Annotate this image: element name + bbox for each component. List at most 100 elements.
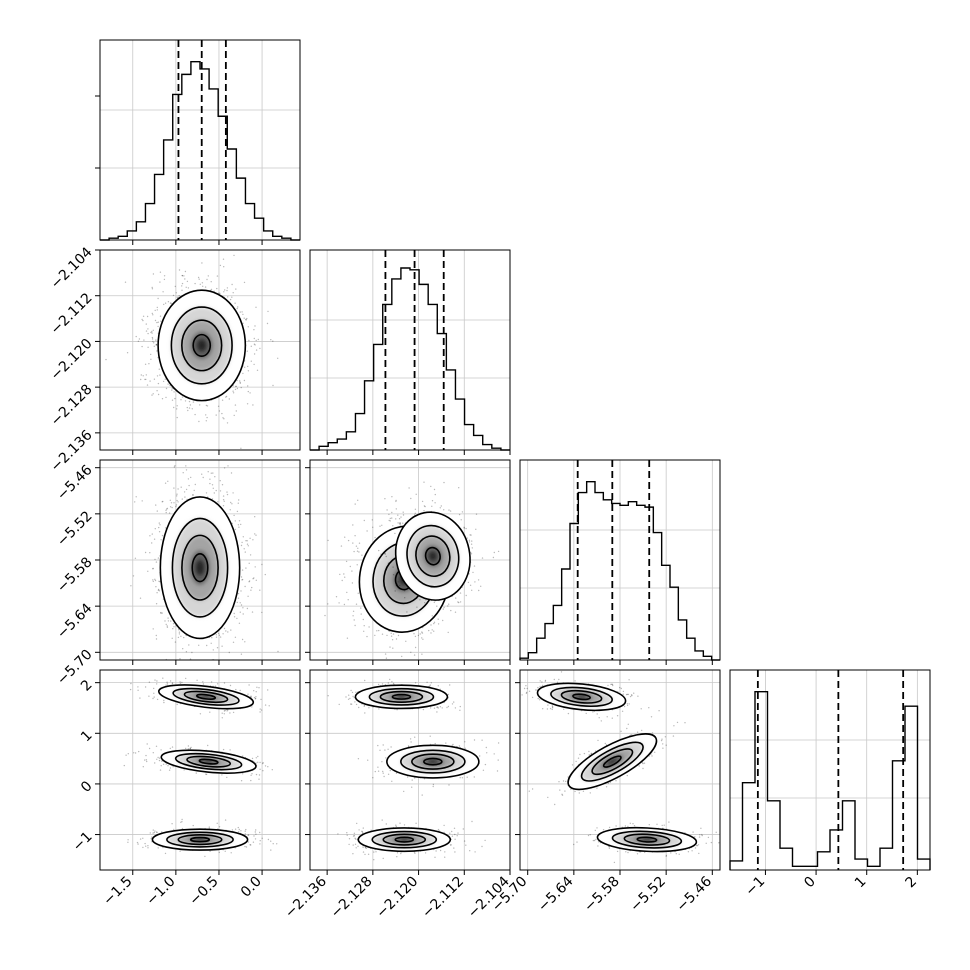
y-tick-labels-param-4: −1 0 1 2 bbox=[70, 677, 96, 855]
contour bbox=[636, 836, 658, 843]
x-tick-labels-param-3: −5.70 −5.64 −5.58 −5.52 −5.46 bbox=[489, 873, 715, 915]
contour bbox=[596, 826, 698, 853]
x-tick-label: −2.136 bbox=[282, 873, 330, 921]
contour bbox=[391, 693, 412, 700]
contour bbox=[415, 535, 451, 578]
contour bbox=[172, 687, 240, 706]
x-tick-labels-param-4: −1 0 1 2 bbox=[742, 874, 920, 900]
contour bbox=[371, 830, 438, 849]
contour bbox=[195, 693, 217, 700]
contour bbox=[423, 757, 443, 766]
contour bbox=[354, 684, 449, 710]
panel-4-1-cluster-2 bbox=[123, 743, 273, 782]
y-tick-label: 2 bbox=[78, 677, 96, 695]
y-tick-label: −2.120 bbox=[48, 336, 96, 384]
panel-4-2-cluster-1 bbox=[327, 678, 461, 714]
x-tick-label: 1 bbox=[852, 874, 870, 892]
x-tick-label: −2.128 bbox=[328, 874, 376, 922]
contour bbox=[159, 496, 241, 640]
y-tick-labels-param-3: −5.70−5.64−5.58−5.52−5.46 bbox=[54, 462, 96, 688]
panel-2-1-density bbox=[105, 254, 279, 449]
contour bbox=[550, 686, 613, 708]
histogram-steps bbox=[310, 267, 510, 451]
y-tick-labels-param-2: −2.136−2.128−2.120−2.112−2.104 bbox=[48, 244, 96, 475]
panel-3-1-density bbox=[130, 465, 279, 660]
y-tick-label: −2.128 bbox=[48, 381, 96, 429]
contour bbox=[177, 834, 223, 846]
x-tick-label: −5.64 bbox=[535, 873, 577, 915]
histogram-frame-1 bbox=[99, 39, 301, 241]
contour bbox=[157, 684, 255, 710]
contour bbox=[567, 733, 658, 791]
contour bbox=[591, 748, 634, 776]
x-tick-label: −5.52 bbox=[627, 874, 669, 916]
contour bbox=[186, 755, 232, 768]
contour bbox=[386, 744, 480, 779]
contour bbox=[170, 306, 233, 385]
contour bbox=[166, 831, 234, 848]
histogram-grid-2 bbox=[310, 250, 511, 450]
contour bbox=[400, 749, 466, 774]
histogram-grid-3 bbox=[520, 460, 720, 660]
histogram-param-4 bbox=[729, 670, 931, 870]
panel-frame-4-1 bbox=[99, 669, 301, 871]
x-tick-label: 0.0 bbox=[238, 874, 265, 901]
contour bbox=[623, 833, 671, 846]
contour bbox=[174, 752, 243, 771]
x-tick-label: −5.46 bbox=[673, 873, 715, 915]
panel-4-1-cluster-3 bbox=[127, 818, 278, 858]
histogram-frame-4 bbox=[729, 669, 931, 871]
histogram-steps bbox=[100, 60, 300, 241]
contour bbox=[536, 682, 627, 712]
panel-4-3-cluster-3 bbox=[573, 821, 720, 864]
contour bbox=[394, 511, 471, 601]
x-tick-label: −5.58 bbox=[581, 874, 623, 916]
histogram-grid-1 bbox=[100, 40, 300, 240]
x-tick-label: 2 bbox=[903, 874, 921, 892]
y-tick-label: −5.64 bbox=[54, 600, 96, 642]
y-tick-label: 0 bbox=[78, 778, 96, 796]
histogram-steps bbox=[729, 690, 931, 870]
x-tick-label: −0.5 bbox=[186, 874, 221, 909]
x-tick-label: −1.5 bbox=[100, 874, 135, 909]
contour bbox=[394, 836, 415, 843]
x-tick-label: 0 bbox=[801, 874, 819, 892]
contour bbox=[198, 758, 219, 765]
contour bbox=[382, 833, 427, 846]
histogram-param-1 bbox=[100, 40, 300, 241]
y-tick-label: −5.52 bbox=[54, 508, 96, 550]
contour bbox=[611, 830, 683, 849]
contour bbox=[181, 319, 223, 372]
histogram-steps bbox=[519, 480, 720, 661]
contour bbox=[171, 517, 229, 618]
panel-4-1-cluster-1 bbox=[129, 677, 270, 719]
panel-4-3-cluster-1 bbox=[521, 671, 650, 722]
contour bbox=[602, 755, 622, 768]
x-tick-label: −1 bbox=[742, 874, 768, 900]
contour bbox=[183, 690, 229, 704]
panel-4-3-cluster-2 bbox=[528, 710, 686, 806]
contour bbox=[157, 289, 247, 402]
contour bbox=[191, 553, 209, 583]
y-tick-label: −5.70 bbox=[54, 647, 96, 689]
contour bbox=[572, 693, 591, 701]
panel-3-2-density-b bbox=[354, 485, 500, 625]
contour bbox=[368, 687, 435, 706]
contour bbox=[357, 827, 452, 853]
contour bbox=[580, 741, 644, 782]
y-tick-label: −2.112 bbox=[48, 290, 96, 338]
panel-4-2-cluster-3 bbox=[337, 819, 486, 861]
x-tick-label: −1.0 bbox=[143, 874, 178, 909]
histogram-param-2 bbox=[310, 250, 510, 451]
x-tick-labels-param-2: −2.136−2.128−2.120−2.112−2.104 bbox=[282, 873, 513, 921]
contour bbox=[160, 749, 257, 774]
contour bbox=[379, 690, 424, 703]
contour bbox=[189, 836, 211, 843]
x-tick-labels-param-1: −1.5 −1.0 −0.5 0.0 bbox=[100, 874, 265, 909]
contour bbox=[560, 689, 603, 704]
y-tick-label: −2.104 bbox=[48, 244, 96, 292]
y-tick-label: −5.58 bbox=[54, 554, 96, 596]
contour bbox=[411, 753, 455, 770]
x-tick-label: −2.112 bbox=[419, 874, 467, 922]
